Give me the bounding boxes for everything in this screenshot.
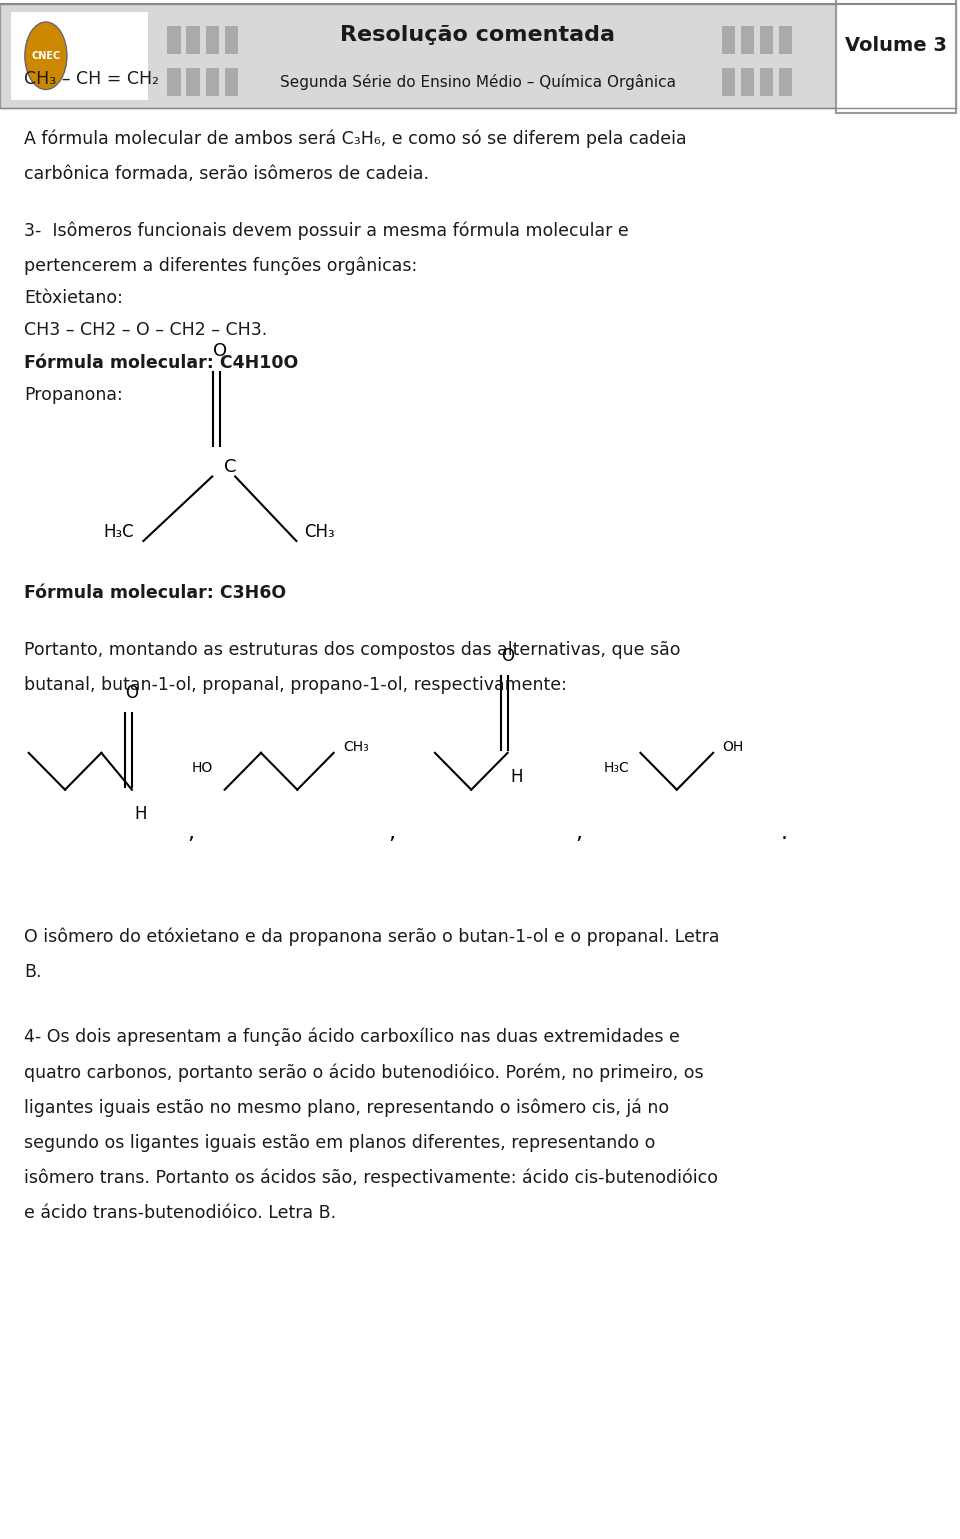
Text: Segunda Série do Ensino Médio – Química Orgânica: Segunda Série do Ensino Médio – Química …: [280, 74, 676, 89]
FancyBboxPatch shape: [741, 68, 755, 95]
FancyBboxPatch shape: [10, 11, 148, 100]
Text: butanal, butan-1-ol, propanal, propano-1-ol, respectivamente:: butanal, butan-1-ol, propanal, propano-1…: [24, 676, 566, 694]
FancyBboxPatch shape: [186, 26, 200, 54]
FancyBboxPatch shape: [760, 26, 774, 54]
FancyBboxPatch shape: [722, 68, 735, 95]
FancyBboxPatch shape: [205, 26, 219, 54]
Text: Fórmula molecular: C4H10O: Fórmula molecular: C4H10O: [24, 354, 299, 371]
Text: HO: HO: [192, 762, 213, 776]
Text: Resolução comentada: Resolução comentada: [341, 25, 615, 45]
Text: carbônica formada, serão isômeros de cadeia.: carbônica formada, serão isômeros de cad…: [24, 165, 429, 183]
Text: Etòxietano:: Etòxietano:: [24, 289, 123, 308]
FancyBboxPatch shape: [225, 26, 238, 54]
FancyBboxPatch shape: [741, 26, 755, 54]
Text: ,: ,: [389, 823, 396, 843]
FancyBboxPatch shape: [780, 26, 792, 54]
Text: 3-  Isômeros funcionais devem possuir a mesma fórmula molecular e: 3- Isômeros funcionais devem possuir a m…: [24, 222, 629, 240]
Text: H₃C: H₃C: [603, 762, 629, 776]
Text: CH₃: CH₃: [304, 523, 335, 540]
Text: Propanona:: Propanona:: [24, 386, 123, 403]
Text: e ácido trans-butenodióico. Letra B.: e ácido trans-butenodióico. Letra B.: [24, 1205, 336, 1222]
Text: ,: ,: [575, 823, 582, 843]
Text: CH₃ – CH = CH₂: CH₃ – CH = CH₂: [24, 69, 159, 88]
Text: CH3 – CH2 – O – CH2 – CH3.: CH3 – CH2 – O – CH2 – CH3.: [24, 322, 267, 340]
Text: Fórmula molecular: C3H6O: Fórmula molecular: C3H6O: [24, 583, 286, 602]
FancyBboxPatch shape: [760, 68, 774, 95]
Text: Volume 3: Volume 3: [845, 35, 947, 55]
Text: O: O: [126, 685, 138, 702]
Text: H₃C: H₃C: [104, 523, 133, 540]
Text: H: H: [511, 768, 523, 786]
Text: pertencerem a diferentes funções orgânicas:: pertencerem a diferentes funções orgânic…: [24, 257, 418, 275]
FancyBboxPatch shape: [225, 68, 238, 95]
FancyBboxPatch shape: [186, 68, 200, 95]
FancyBboxPatch shape: [780, 68, 792, 95]
Text: isômero trans. Portanto os ácidos são, respectivamente: ácido cis-butenodióico: isômero trans. Portanto os ácidos são, r…: [24, 1170, 718, 1188]
FancyBboxPatch shape: [836, 0, 956, 112]
Text: C: C: [224, 459, 236, 476]
FancyBboxPatch shape: [722, 26, 735, 54]
Text: A fórmula molecular de ambos será C₃H₆, e como só se diferem pela cadeia: A fórmula molecular de ambos será C₃H₆, …: [24, 129, 686, 148]
Text: O isômero do etóxietano e da propanona serão o butan-1-ol e o propanal. Letra: O isômero do etóxietano e da propanona s…: [24, 928, 719, 946]
Text: segundo os ligantes iguais estão em planos diferentes, representando o: segundo os ligantes iguais estão em plan…: [24, 1134, 656, 1151]
FancyBboxPatch shape: [205, 68, 219, 95]
Text: B.: B.: [24, 963, 41, 982]
Text: H: H: [134, 805, 147, 823]
Text: CH₃: CH₃: [343, 740, 369, 754]
Circle shape: [25, 22, 67, 89]
Text: quatro carbonos, portanto serão o ácido butenodióico. Porém, no primeiro, os: quatro carbonos, portanto serão o ácido …: [24, 1063, 704, 1082]
Text: O: O: [501, 648, 515, 665]
Text: ,: ,: [188, 823, 195, 843]
FancyBboxPatch shape: [167, 26, 180, 54]
Text: .: .: [780, 823, 787, 843]
FancyBboxPatch shape: [0, 3, 956, 108]
Text: O: O: [213, 342, 227, 360]
FancyBboxPatch shape: [167, 68, 180, 95]
Text: ligantes iguais estão no mesmo plano, representando o isômero cis, já no: ligantes iguais estão no mesmo plano, re…: [24, 1099, 669, 1117]
Text: Portanto, montando as estruturas dos compostos das alternativas, que são: Portanto, montando as estruturas dos com…: [24, 640, 681, 659]
Text: OH: OH: [723, 740, 744, 754]
Text: CNEC: CNEC: [32, 51, 60, 60]
Text: 4- Os dois apresentam a função ácido carboxílico nas duas extremidades e: 4- Os dois apresentam a função ácido car…: [24, 1028, 680, 1047]
